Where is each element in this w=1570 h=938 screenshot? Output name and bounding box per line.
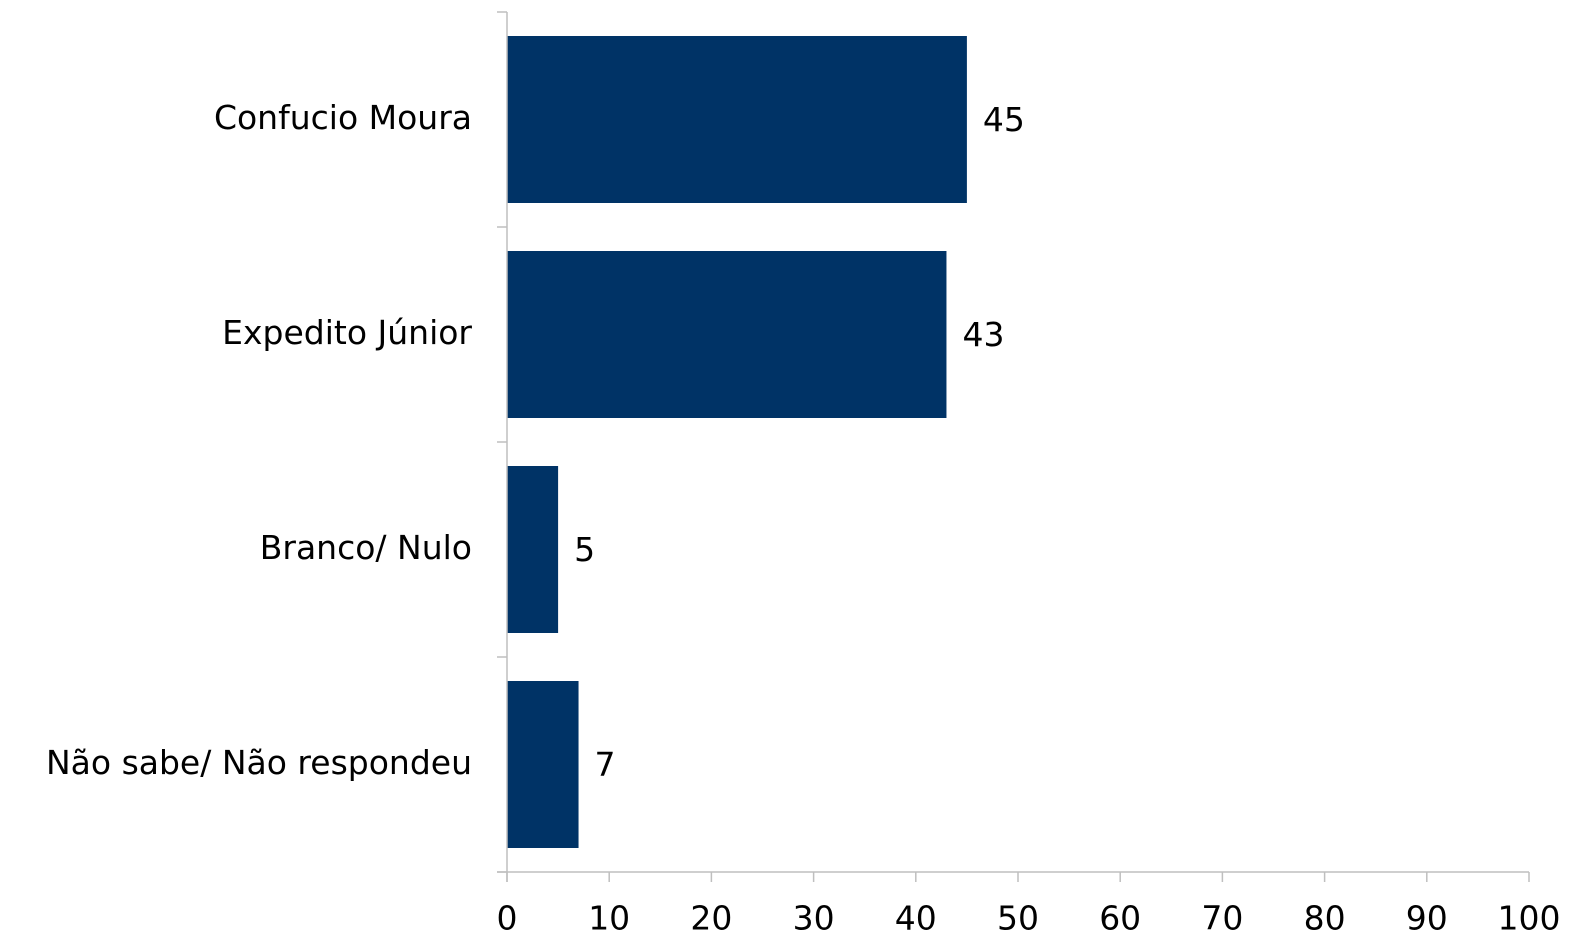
x-tick-label: 70: [1201, 899, 1243, 938]
x-tick-label: 90: [1406, 899, 1448, 938]
x-tick-label: 100: [1498, 899, 1561, 938]
category-label: Expedito Júnior: [222, 313, 472, 352]
x-tick-label: 60: [1099, 899, 1141, 938]
x-tick-label: 20: [690, 899, 732, 938]
bar: [507, 251, 947, 418]
data-label: 43: [962, 315, 1004, 354]
x-tick-label: 40: [895, 899, 937, 938]
x-tick-label: 80: [1304, 899, 1346, 938]
x-tick-label: 10: [588, 899, 630, 938]
category-label: Confucio Moura: [214, 98, 472, 137]
category-label: Não sabe/ Não respondeu: [46, 743, 472, 782]
bars-layer: [507, 36, 967, 848]
data-label: 45: [983, 100, 1025, 139]
bar: [507, 681, 579, 848]
x-tick-label: 30: [793, 899, 835, 938]
data-label: 5: [574, 530, 595, 569]
x-tick-label: 50: [997, 899, 1039, 938]
axes: [497, 12, 1529, 882]
data-label: 7: [595, 745, 616, 784]
x-tick-label: 0: [497, 899, 518, 938]
bar: [507, 36, 967, 203]
bar: [507, 466, 559, 633]
data-labels: 45 43 5 7: [574, 100, 1025, 784]
category-labels: Confucio Moura Expedito Júnior Branco/ Nul…: [46, 98, 472, 782]
x-axis-ticks: 0 10 20 30 40 50 60 70 80 90 100: [497, 11, 1561, 938]
category-label: Branco/ Nulo: [260, 528, 472, 567]
